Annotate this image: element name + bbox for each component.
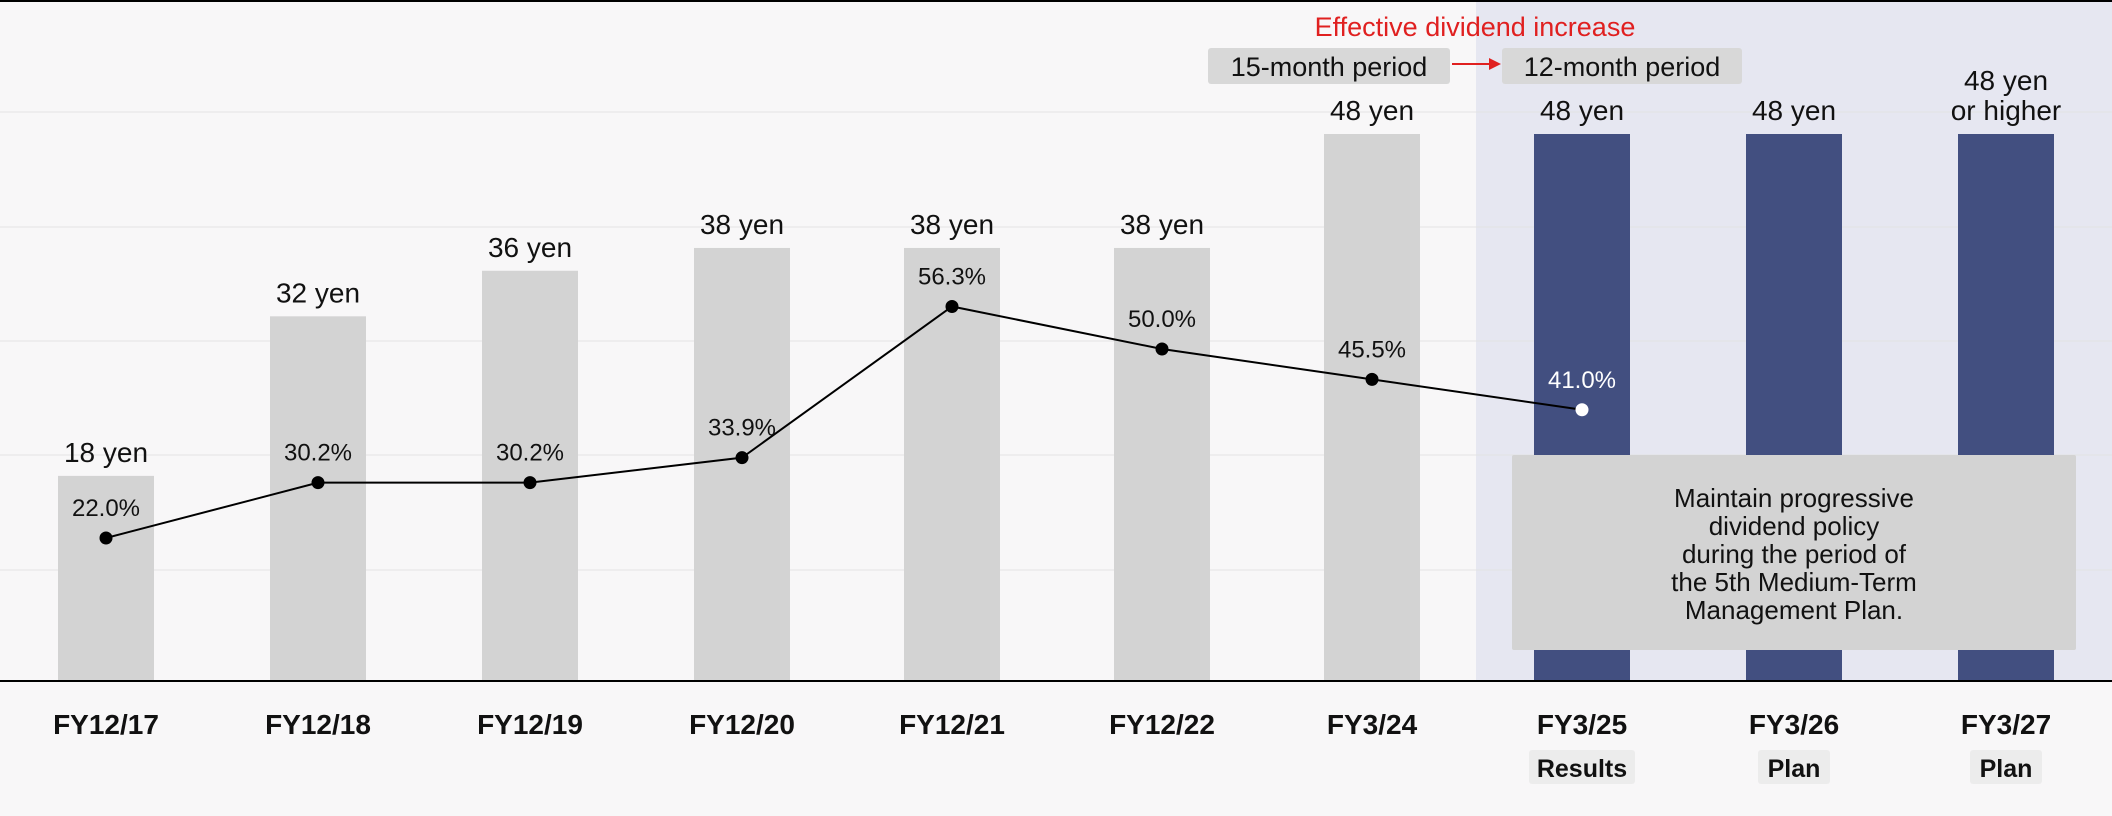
- payout-ratio-point: [735, 451, 749, 465]
- bar: [904, 247, 1000, 682]
- bar-value-label: 48 yen: [1752, 95, 1836, 126]
- policy-note-text: Maintain progressive: [1674, 483, 1914, 513]
- payout-ratio-label: 45.5%: [1338, 336, 1406, 363]
- payout-ratio-label: 33.9%: [708, 415, 776, 442]
- bar: [1114, 247, 1210, 682]
- category-badge-bg: [1529, 750, 1635, 784]
- bar: [270, 316, 366, 681]
- category-label: FY3/25: [1537, 709, 1627, 740]
- category-badge: Results: [1537, 755, 1627, 783]
- payout-ratio-point: [1155, 342, 1169, 356]
- bar-value-label: 48 yen: [1330, 95, 1414, 126]
- bar: [694, 247, 790, 682]
- category-label: FY12/17: [53, 709, 159, 740]
- period-from-label: 15-month period: [1231, 52, 1428, 82]
- category-label: FY12/20: [689, 709, 795, 740]
- category-label: FY12/21: [899, 709, 1005, 740]
- payout-ratio-point: [99, 531, 113, 545]
- bar-value-label: 36 yen: [488, 232, 572, 263]
- policy-note-box: [1512, 455, 2076, 650]
- payout-ratio-label: 50.0%: [1128, 306, 1196, 333]
- period-badge-bg: [1208, 48, 1450, 84]
- payout-ratio-point: [1575, 403, 1589, 417]
- payout-ratio-point: [523, 476, 537, 490]
- category-badge-bg: [1758, 750, 1830, 784]
- policy-note-text: Management Plan.: [1685, 595, 1903, 625]
- category-label: FY12/19: [477, 709, 583, 740]
- category-badge: Plan: [1768, 755, 1821, 783]
- payout-ratio-point: [945, 299, 959, 313]
- bar-value-label: 18 yen: [64, 437, 148, 468]
- category-label: FY12/22: [1109, 709, 1215, 740]
- category-badge-bg: [1970, 750, 2042, 784]
- bar-value-label: or higher: [1951, 95, 2062, 126]
- bar: [482, 270, 578, 681]
- payout-ratio-point: [1365, 372, 1379, 386]
- effective-increase-label: Effective dividend increase: [1315, 12, 1636, 42]
- category-label: FY12/18: [265, 709, 371, 740]
- category-label: FY3/27: [1961, 709, 2051, 740]
- period-to-label: 12-month period: [1524, 52, 1721, 82]
- bar: [58, 475, 154, 681]
- bar-value-label: 38 yen: [910, 209, 994, 240]
- payout-ratio-label: 41.0%: [1548, 367, 1616, 394]
- category-label: FY3/24: [1327, 709, 1418, 740]
- payout-ratio-label: 22.0%: [72, 495, 140, 522]
- bar-value-label: 48 yen: [1540, 95, 1624, 126]
- bar-value-label: 32 yen: [276, 277, 360, 308]
- category-badge: Plan: [1980, 755, 2033, 783]
- payout-ratio-label: 30.2%: [496, 440, 564, 467]
- payout-ratio-label: 56.3%: [918, 263, 986, 290]
- bar-value-label: 38 yen: [700, 209, 784, 240]
- period-arrow-head: [1489, 58, 1501, 70]
- category-label: FY3/26: [1749, 709, 1839, 740]
- period-badge-bg: [1502, 48, 1742, 84]
- policy-note-text: dividend policy: [1709, 511, 1880, 541]
- policy-note-text: during the period of: [1682, 539, 1907, 569]
- payout-ratio-point: [311, 476, 325, 490]
- bar-value-label: 48 yen: [1964, 65, 2048, 96]
- policy-note-text: the 5th Medium-Term: [1671, 567, 1917, 597]
- payout-ratio-label: 30.2%: [284, 440, 352, 467]
- bar: [1324, 134, 1420, 681]
- bar-value-label: 38 yen: [1120, 209, 1204, 240]
- payout-ratio-line: [105, 305, 1583, 539]
